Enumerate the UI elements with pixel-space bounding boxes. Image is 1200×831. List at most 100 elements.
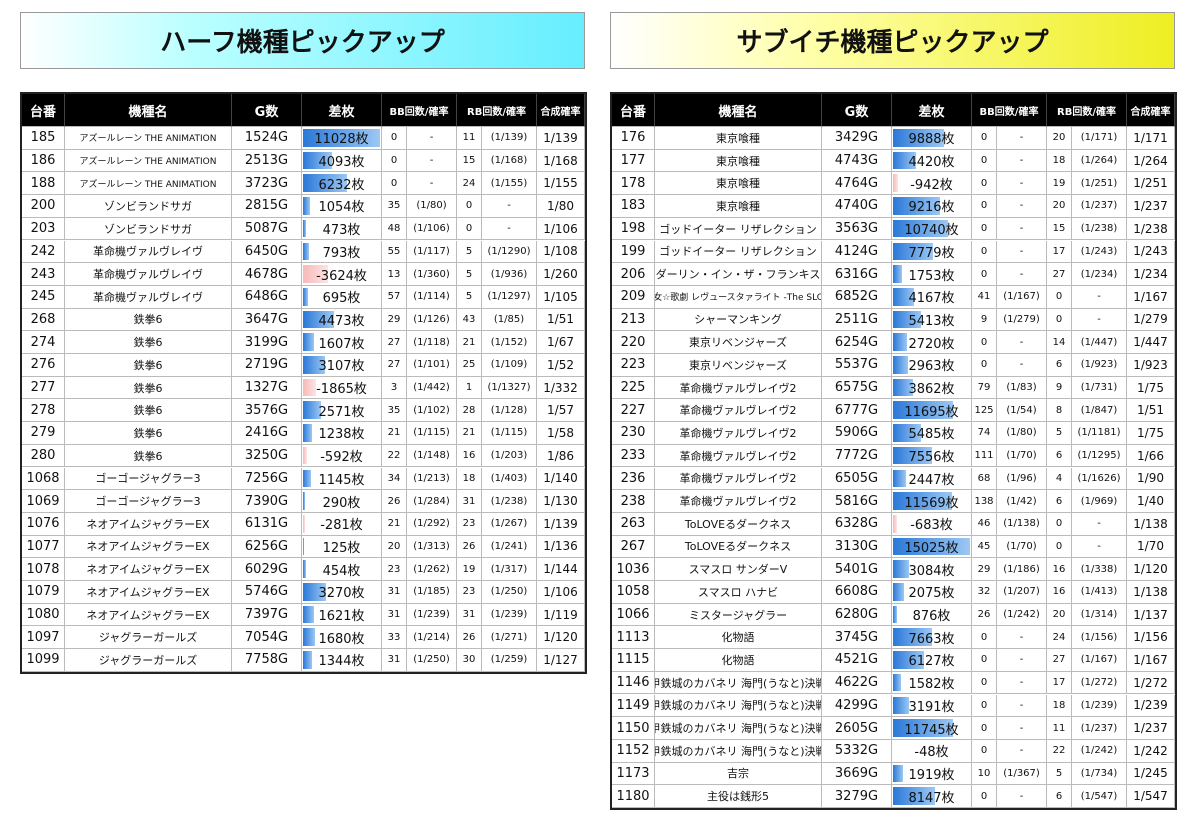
cell: (1/242)	[1072, 739, 1127, 763]
diff-bar	[893, 696, 910, 715]
cell: (1/262)	[407, 558, 457, 581]
diff-text: 8147枚	[908, 790, 955, 806]
header-cell: BB回数/確率	[972, 94, 1047, 127]
cell: 0	[457, 195, 482, 218]
cell: 17	[1047, 671, 1072, 695]
cell: 267	[612, 535, 655, 559]
diff-cell: 1344枚	[302, 649, 382, 672]
cell: 6	[1047, 444, 1072, 468]
diff-cell: 290枚	[302, 490, 382, 513]
diff-text: 1582枚	[908, 677, 955, 693]
diff-text: 7779枚	[908, 245, 955, 261]
cell: 1/70	[1127, 535, 1175, 559]
cell: (1/203)	[482, 444, 537, 468]
diff-cell: 7556枚	[892, 444, 972, 468]
diff-text: 3191枚	[908, 699, 955, 715]
cell: 1/138	[1127, 512, 1175, 536]
cell: -	[997, 671, 1047, 695]
diff-cell: 6232枚	[302, 172, 382, 196]
cell: (1/367)	[997, 762, 1047, 786]
cell: 276	[22, 354, 65, 377]
cell: 20	[1047, 603, 1072, 627]
cell: (1/83)	[997, 376, 1047, 400]
diff-cell: 2075枚	[892, 581, 972, 604]
banner-title: サブイチ機種ピックアップ	[610, 12, 1175, 69]
diff-cell: 11745枚	[892, 717, 972, 740]
cell: 41	[972, 285, 997, 309]
header-cell: 機種名	[65, 94, 232, 127]
cell: 223	[612, 354, 655, 377]
cell: 1/447	[1127, 331, 1175, 354]
cell: ネオアイムジャグラーEX	[65, 603, 232, 627]
cell: 30	[457, 649, 482, 672]
cell: (1/1181)	[1072, 422, 1127, 445]
diff-text: 1621枚	[318, 609, 365, 625]
diff-bar	[893, 514, 897, 533]
cell: 1/144	[537, 558, 585, 581]
cell: 5816G	[822, 490, 892, 513]
cell: 鉄拳6	[65, 399, 232, 423]
diff-bar	[303, 605, 315, 624]
cell: 198	[612, 217, 655, 241]
cell: 183	[612, 195, 655, 218]
cell: 1/40	[1127, 490, 1175, 513]
cell: 6	[1047, 490, 1072, 513]
cell: (1/155)	[482, 172, 537, 196]
diff-cell: 3270枚	[302, 581, 382, 604]
cell: (1/239)	[1072, 694, 1127, 718]
diff-bar	[303, 356, 325, 374]
cell: 243	[22, 263, 65, 286]
cell: 23	[457, 581, 482, 604]
diff-text: -1865枚	[316, 382, 367, 398]
cell: 0	[1047, 285, 1072, 309]
diff-text: 793枚	[322, 245, 361, 261]
diff-text: 9888枚	[908, 132, 955, 148]
cell: 29	[382, 308, 407, 332]
cell: (1/969)	[1072, 490, 1127, 513]
cell: (1/271)	[482, 626, 537, 650]
cell: -	[997, 739, 1047, 763]
diff-text: -48枚	[914, 745, 949, 761]
cell: (1/847)	[1072, 399, 1127, 423]
cell: (1/237)	[1072, 195, 1127, 218]
diff-bar	[303, 560, 307, 578]
diff-cell: 2720枚	[892, 331, 972, 354]
cell: 245	[22, 285, 65, 309]
cell: (1/237)	[1072, 717, 1127, 740]
diff-bar	[893, 583, 904, 601]
cell: 4299G	[822, 694, 892, 718]
cell: 2605G	[822, 717, 892, 740]
cell: 0	[382, 127, 407, 150]
cell: 0	[972, 649, 997, 672]
cell: 25	[457, 354, 482, 377]
diff-text: 4167枚	[908, 291, 955, 307]
cell: 7772G	[822, 444, 892, 468]
cell: 5	[457, 285, 482, 309]
cell: 74	[972, 422, 997, 445]
diff-bar	[303, 265, 329, 283]
cell: 23	[382, 558, 407, 581]
cell: 1/245	[1127, 762, 1175, 786]
cell: 1173	[612, 762, 655, 786]
cell: ゴーゴージャグラー3	[65, 490, 232, 513]
cell: 18	[1047, 694, 1072, 718]
cell: ゴーゴージャグラー3	[65, 467, 232, 491]
cell: -	[997, 172, 1047, 196]
diff-bar	[303, 129, 380, 147]
cell: 279	[22, 422, 65, 445]
cell: 68	[972, 467, 997, 491]
cell: 4	[1047, 467, 1072, 491]
diff-text: 11028枚	[314, 132, 369, 148]
cell: (1/251)	[1072, 172, 1127, 196]
cell: (1/114)	[407, 285, 457, 309]
cell: 6852G	[822, 285, 892, 309]
cell: 3576G	[232, 399, 302, 423]
cell: 甲鉄城のカバネリ 海門(うなと)決戦	[655, 671, 822, 695]
diff-bar	[893, 242, 933, 261]
cell: (1/360)	[407, 263, 457, 286]
cell: 1/136	[537, 535, 585, 559]
cell: 1/108	[537, 240, 585, 264]
cell: (1/139)	[482, 127, 537, 150]
cell: 0	[1047, 308, 1072, 332]
cell: (1/148)	[407, 444, 457, 468]
